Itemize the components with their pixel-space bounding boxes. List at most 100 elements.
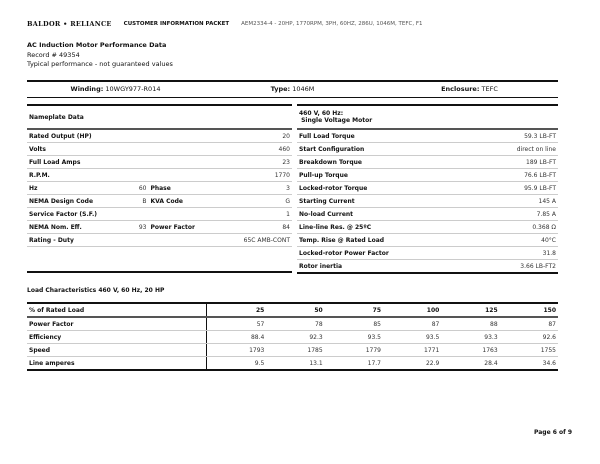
table-cell: Rated Output (HP) [27,129,132,143]
table-cell: 1771 [383,343,442,357]
motor-row: No-load Current 7.85 A [297,207,558,221]
motor-row: Starting Current 145 A [297,194,558,208]
table-cell: 13.1 [266,356,325,371]
table-cell: NEMA Nom. Eff. [27,220,132,234]
table-cell [148,155,219,169]
table-cell: 57 [206,317,267,331]
table-cell: 60 [131,181,149,195]
table-cell: 20 [218,129,292,143]
nameplate-row: Hz 60 Phase 3 [27,181,292,195]
table-cell: 22.9 [383,356,442,371]
table-cell: 23 [218,155,292,169]
table-cell: Phase [148,181,219,195]
table-cell [148,129,219,143]
motor-row: Locked-rotor Torque 95.9 LB-FT [297,181,558,195]
table-cell: 92.3 [266,330,325,344]
table-cell: 92.6 [499,330,558,344]
table-cell: 76.6 LB-FT [475,168,558,182]
table-cell: 31.8 [475,246,558,260]
table-cell [131,129,149,143]
load-row: Line amperes 9.5 13.1 17.7 22.9 28.4 34.6 [27,356,558,371]
motor-row: Rotor inertia 3.66 LB-FT2 [297,259,558,274]
table-cell: 189 LB-FT [475,155,558,169]
load-row: % of Rated Load 25 50 75 100 125 150 [27,303,558,318]
nameplate-row: Rated Output (HP) 20 [27,129,292,143]
table-cell: 75 [324,303,383,318]
table-cell: 93.3 [441,330,500,344]
table-cell [131,155,149,169]
table-cell: 1755 [499,343,558,357]
table-cell: 145 A [475,194,558,208]
page-header: BALDOR • RELIANCE CUSTOMER INFORMATION P… [27,20,423,28]
table-cell: Line-line Res. @ 25ºC [297,220,476,234]
nameplate-table: Nameplate Data Rated Output (HP) 20 Volts 46… [27,104,292,273]
table-cell: 50 [266,303,325,318]
table-cell: 95.9 LB-FT [475,181,558,195]
motor-row: Temp. Rise @ Rated Load 40°C [297,233,558,247]
table-cell: Locked-rotor Power Factor [297,246,476,260]
table-cell: R.P.M. [27,168,132,182]
table-cell: 87 [383,317,442,331]
table-cell: % of Rated Load [27,303,207,318]
table-cell: 1793 [206,343,267,357]
table-cell: Power Factor [148,220,219,234]
meta-bar: Winding: 10WGY977-R014 Type: 1046M Enclo… [27,80,558,98]
table-cell: Breakdown Torque [297,155,476,169]
table-cell: 7.85 A [475,207,558,221]
nameplate-row: Service Factor (S.F.) 1 [27,207,292,221]
table-cell: 9.5 [206,356,267,371]
table-cell: 1770 [218,168,292,182]
nameplate-row: Volts 460 [27,142,292,156]
enclosure: Enclosure: TEFC [441,85,498,93]
table-cell: 65C AMB-CONT [218,233,292,247]
table-cell: 0.368 Ω [475,220,558,234]
motor-row: Start Configuration direct on line [297,142,558,156]
table-cell: 40°C [475,233,558,247]
motor-data-table: 460 V, 60 Hz: Single Voltage Motor Full L… [297,104,558,274]
nameplate-row: NEMA Nom. Eff. 93 Power Factor 84 [27,220,292,234]
table-cell [131,233,149,247]
doc-title: AC Induction Motor Performance Data [27,41,167,49]
intro: AC Induction Motor Performance Data Reco… [27,41,173,70]
table-cell: Rotor inertia [297,259,476,274]
table-cell: Efficiency [27,330,207,344]
table-cell [131,168,149,182]
load-title: Load Characteristics 460 V, 60 Hz, 20 HP [27,287,165,294]
nameplate-row: Full Load Amps 23 [27,155,292,169]
nameplate-row: NEMA Design Code B KVA Code G [27,194,292,208]
motor-row: Locked-rotor Power Factor 31.8 [297,246,558,260]
nameplate-row: Rating - Duty 65C AMB-CONT [27,233,292,247]
packet-title: CUSTOMER INFORMATION PACKET [123,21,230,27]
table-cell: B [131,194,149,208]
table-cell: 88.4 [206,330,267,344]
type: Type: 1046M [270,85,315,93]
motor-title: 460 V, 60 Hz: Single Voltage Motor [297,105,558,130]
table-cell: 1779 [324,343,383,357]
motor-row: Breakdown Torque 189 LB-FT [297,155,558,169]
table-cell: 93.5 [324,330,383,344]
table-cell: No-load Current [297,207,476,221]
table-cell: Line amperes [27,356,207,371]
table-cell: 88 [441,317,500,331]
table-cell: Hz [27,181,132,195]
table-cell: 59.3 LB-FT [475,129,558,143]
table-cell: Volts [27,142,132,156]
table-cell: G [218,194,292,208]
table-cell [148,233,219,247]
table-cell: Pull-up Torque [297,168,476,182]
table-cell: Locked-rotor Torque [297,181,476,195]
table-cell: 84 [218,220,292,234]
table-cell: 100 [383,303,442,318]
table-cell: Power Factor [27,317,207,331]
record-number: Record # 49354 [27,50,80,59]
table-cell: KVA Code [148,194,219,208]
table-cell: Starting Current [297,194,476,208]
disclaimer: Typical performance - not guaranteed val… [27,60,173,68]
motor-row: Pull-up Torque 76.6 LB-FT [297,168,558,182]
load-row: Efficiency 88.4 92.3 93.5 93.5 93.3 92.6 [27,330,558,344]
table-cell: Service Factor (S.F.) [27,207,132,221]
page-number: Page 6 of 9 [534,429,572,436]
table-cell: 25 [206,303,267,318]
table-cell: NEMA Design Code [27,194,132,208]
table-cell: 87 [499,317,558,331]
